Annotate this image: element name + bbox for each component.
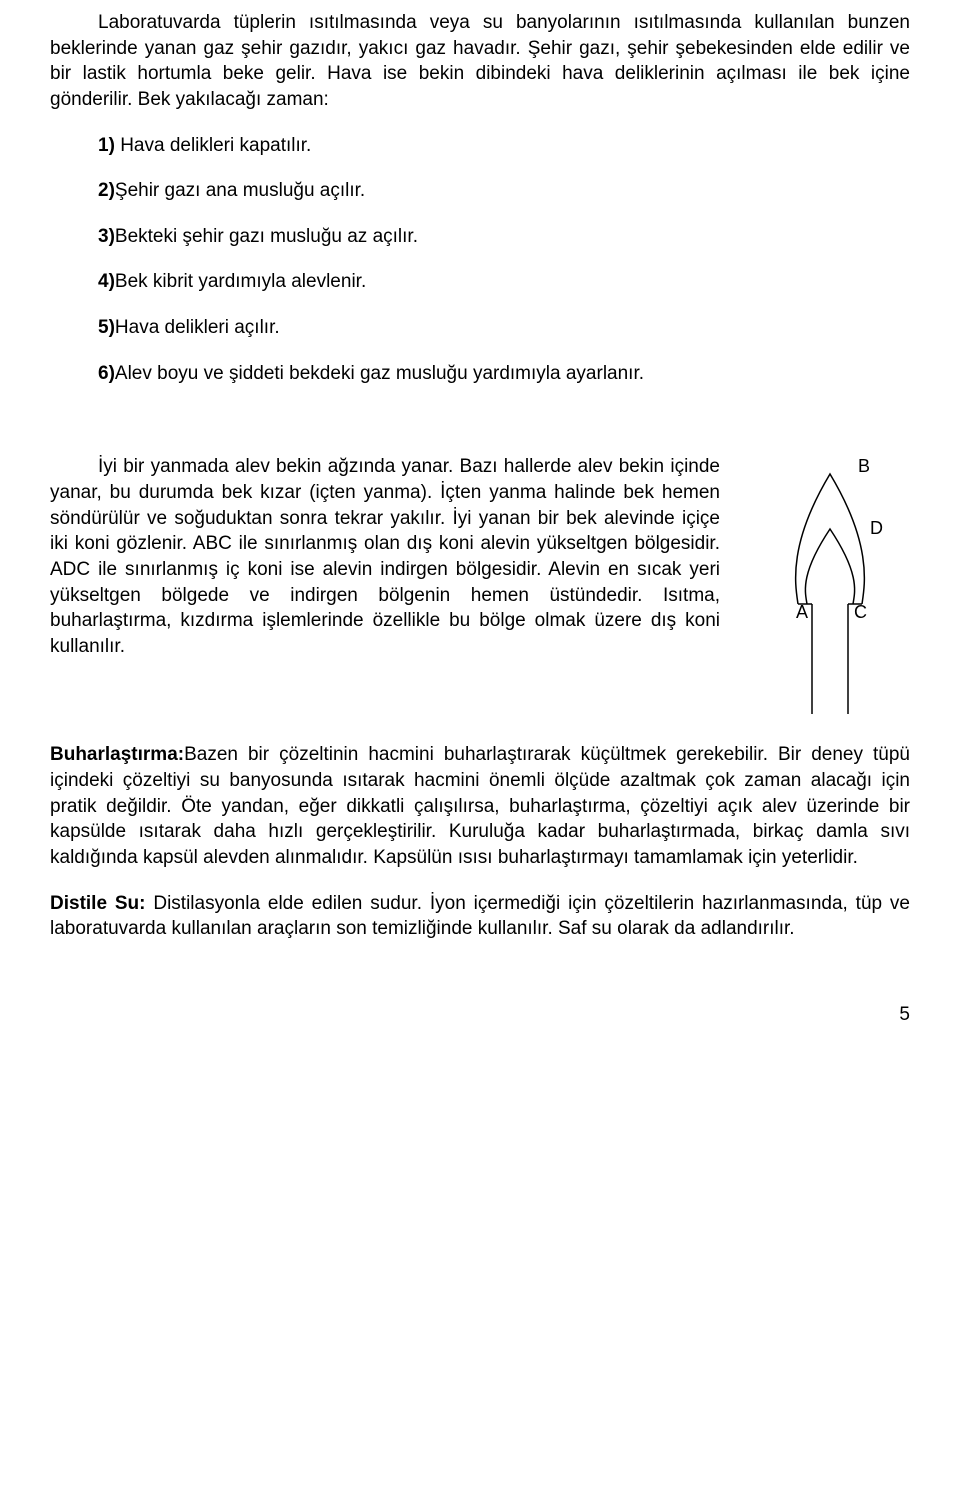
- list-item-number: 2): [98, 180, 115, 201]
- list-item-text: Bekteki şehir gazı musluğu az açılır.: [115, 226, 418, 247]
- list-item-text: Bek kibrit yardımıyla alevlenir.: [115, 271, 366, 292]
- list-item-1: 1) Hava delikleri kapatılır.: [98, 133, 910, 159]
- list-item-number: 6): [98, 363, 115, 384]
- list-item-text: Hava delikleri kapatılır.: [120, 135, 311, 156]
- list-item-text: Şehir gazı ana musluğu açılır.: [115, 180, 365, 201]
- svg-text:C: C: [854, 602, 867, 622]
- list-item-number: 4): [98, 271, 115, 292]
- svg-text:A: A: [796, 602, 808, 622]
- list-item-number: 1): [98, 135, 120, 156]
- list-item-4: 4)Bek kibrit yardımıyla alevlenir.: [98, 269, 910, 295]
- page-number: 5: [50, 1002, 910, 1028]
- evaporation-paragraph: Buharlaştırma:Bazen bir çözeltinin hacmi…: [50, 742, 910, 870]
- list-item-text: Alev boyu ve şiddeti bekdeki gaz musluğu…: [115, 363, 644, 384]
- distile-paragraph: Distile Su: Distilasyonla elde edilen su…: [50, 891, 910, 942]
- evaporation-heading: Buharlaştırma:: [50, 744, 184, 765]
- distile-text: Distilasyonla elde edilen sudur. İyon iç…: [50, 893, 910, 940]
- intro-paragraph: Laboratuvarda tüplerin ısıtılmasında vey…: [50, 10, 910, 113]
- list-item-3: 3)Bekteki şehir gazı musluğu az açılır.: [98, 224, 910, 250]
- svg-text:D: D: [870, 518, 883, 538]
- flame-section: BDAC İyi bir yanmada alev bekin ağzında …: [50, 454, 910, 720]
- distile-heading: Distile Su:: [50, 893, 153, 914]
- flame-diagram: B D A C: [750, 454, 910, 714]
- list-item-5: 5)Hava delikleri açılır.: [98, 315, 910, 341]
- list-item-number: 3): [98, 226, 115, 247]
- list-item-6: 6)Alev boyu ve şiddeti bekdeki gaz muslu…: [98, 361, 910, 387]
- list-item-text: Hava delikleri açılır.: [115, 317, 280, 338]
- svg-text:B: B: [858, 456, 870, 476]
- list-item-number: 5): [98, 317, 115, 338]
- list-item-2: 2)Şehir gazı ana musluğu açılır.: [98, 178, 910, 204]
